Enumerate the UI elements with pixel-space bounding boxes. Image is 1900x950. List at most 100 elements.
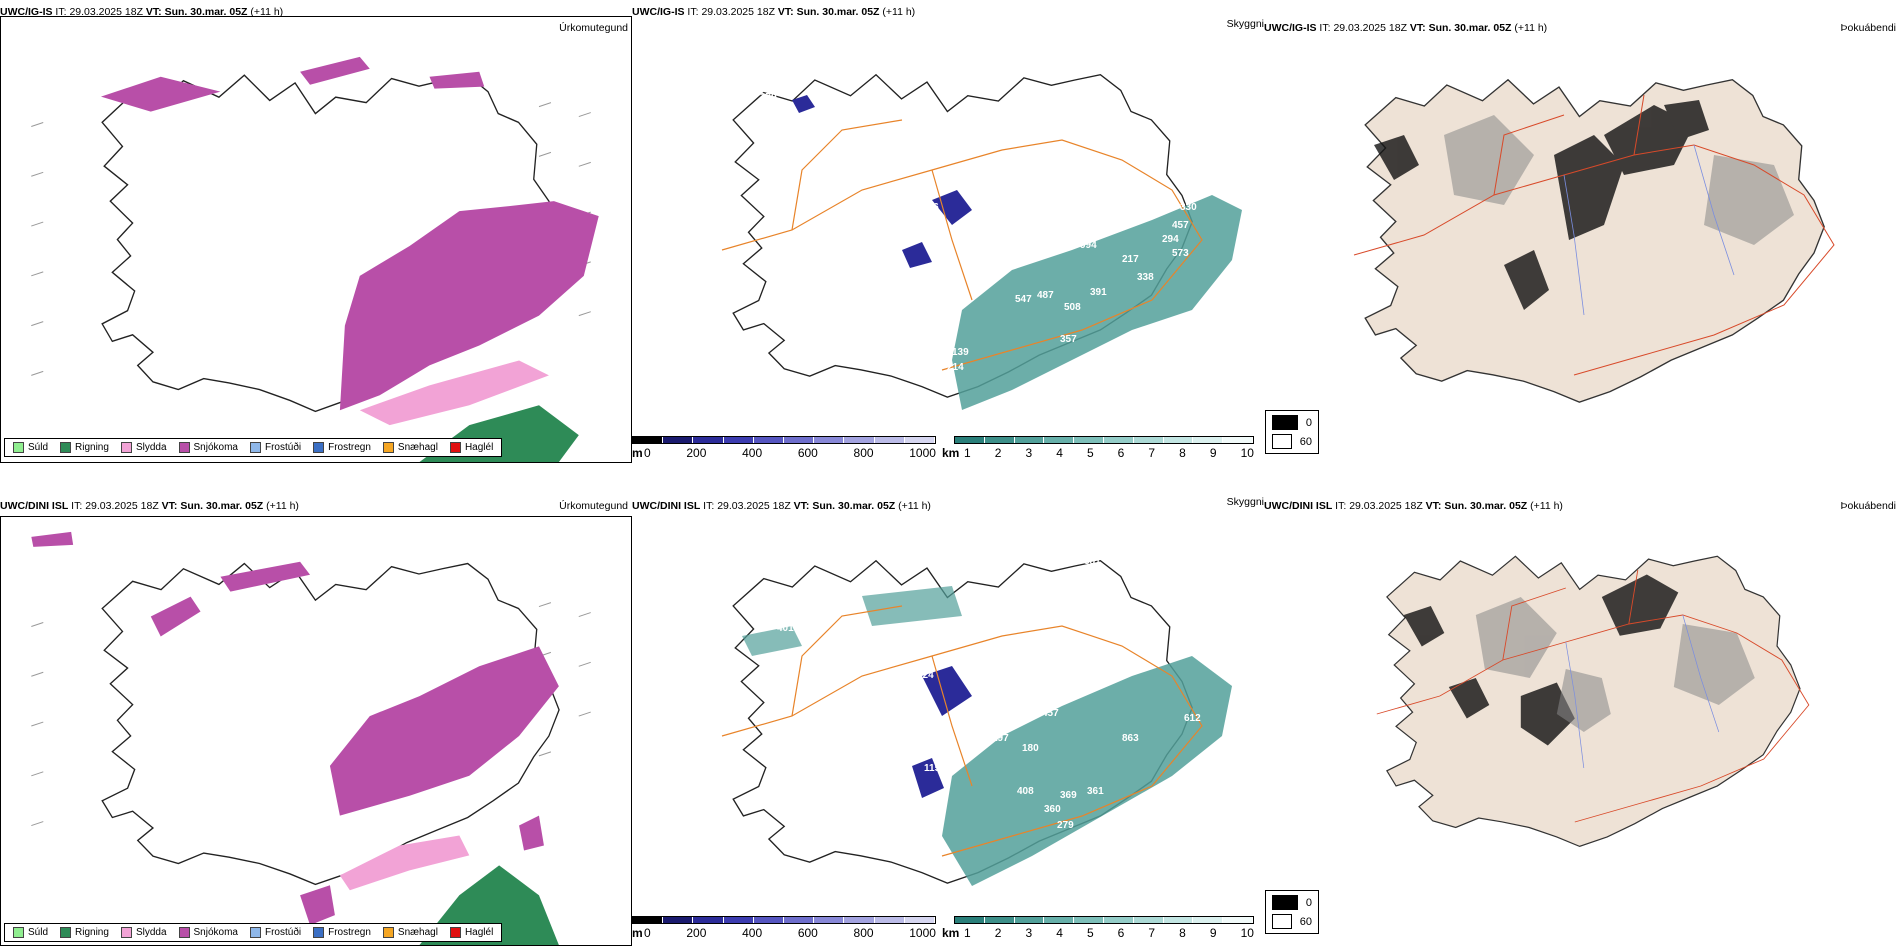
legend-item-snow-pellets: Snæhagl [382,927,438,938]
fog-index-legend: 0 60 [1265,890,1319,934]
legend-item-rain: Rigning [60,927,109,938]
svg-text:612: 612 [1184,713,1201,724]
fog-index-map [1376,555,1810,848]
svg-text:214: 214 [947,362,964,373]
svg-text:294: 294 [1162,234,1179,245]
fog-index-panel-dini: UWC/DINI ISL IT: 29.03.2025 18Z VT: Sun.… [1264,478,1900,878]
legend-item-sleet: Slydda [120,442,167,453]
svg-text:180: 180 [1022,743,1039,754]
svg-text:547: 547 [1015,294,1032,305]
fog-gray-areas [1475,597,1755,732]
fog-roads [1376,569,1810,823]
ceiling-unit: m [632,446,643,460]
fog-rivers [1563,144,1735,316]
svg-text:197: 197 [992,733,1009,744]
legend-item-freezing-drizzle: Frostúði [249,927,301,938]
svg-text:217: 217 [1122,254,1139,265]
snow-area [339,201,599,411]
visibility-colorbar [954,436,1254,444]
legend-item-drizzle: Súld [13,442,48,453]
low-ceiling-patches [912,666,972,798]
precip-legend: Súld Rigning Slydda Snjókoma Frostúði Fr… [4,438,503,457]
field-title: Skyggni [1226,18,1264,30]
svg-text:99: 99 [958,182,970,193]
legend-item-freezing-rain: Frostregn [313,442,371,453]
svg-text:140: 140 [972,703,989,714]
field-title: Skyggni [1226,496,1264,508]
visibility-ticks: 1 2 3 4 5 6 7 8 9 10 [964,926,1254,940]
svg-text:330: 330 [1180,202,1197,213]
low-visibility-north [742,586,962,656]
svg-text:408: 408 [1017,786,1034,797]
svg-text:148: 148 [972,222,989,233]
field-title: Úrkomutegund [559,500,628,512]
svg-text:994: 994 [1080,240,1097,251]
svg-text:195: 195 [1080,87,1097,98]
legend-item-snow-pellets: Snæhagl [382,442,438,453]
visibility-unit: km [942,926,960,940]
precip-type-panel-ig: UWC/IG-IS IT: 29.03.2025 18Z VT: Sun. 30… [0,0,632,465]
visibility-labels: 401 581 279 124 138 140 197 180 457 863 … [777,556,1201,851]
svg-text:153: 153 [920,294,937,305]
svg-text:581: 581 [1084,556,1101,567]
svg-text:508: 508 [1064,302,1081,313]
precip-type-map [0,16,632,463]
legend-item-sleet: Slydda [120,927,167,938]
fog-rivers [1565,614,1720,769]
precip-type-panel-dini: UWC/DINI ISL IT: 29.03.2025 18Z VT: Sun.… [0,478,632,950]
svg-text:124: 124 [917,670,934,681]
svg-text:279: 279 [1127,578,1144,589]
precip-type-map [0,516,632,946]
svg-text:138: 138 [962,663,979,674]
ceiling-colorbar [632,436,936,444]
visibility-map: 179 195 152 99 126 148 330 457 294 573 9… [721,74,1242,410]
fog-index-panel-ig: UWC/IG-IS IT: 29.03.2025 18Z VT: Sun. 30… [1264,0,1900,465]
field-title: Úrkomutegund [559,22,628,34]
fog-roads [1353,94,1835,376]
ceiling-ticks: 0 200 400 600 800 1000 [644,926,936,940]
panel-header: UWC/DINI ISL IT: 29.03.2025 18Z VT: Sun.… [0,500,299,512]
legend-item-drizzle: Súld [13,927,48,938]
visibility-panel-ig: UWC/IG-IS IT: 29.03.2025 18Z VT: Sun. 30… [632,0,1264,465]
visibility-labels: 179 195 152 99 126 148 330 457 294 573 9… [760,87,1197,373]
field-title: Þokuábendi [1840,22,1896,34]
panel-header: UWC/IG-IS IT: 29.03.2025 18Z VT: Sun. 30… [632,6,916,18]
visibility-colorbar [954,916,1254,924]
svg-text:152: 152 [1127,117,1144,128]
panel-header: UWC/DINI ISL IT: 29.03.2025 18Z VT: Sun.… [632,500,931,512]
legend-item-snow: Snjókoma [178,442,238,453]
svg-text:120: 120 [922,748,939,759]
svg-text:126: 126 [922,202,939,213]
svg-text:360: 360 [1044,804,1061,815]
sleet-area [339,835,470,891]
panel-header: UWC/DINI ISL IT: 29.03.2025 18Z VT: Sun.… [1264,500,1563,512]
field-title: Þokuábendi [1840,500,1896,512]
snow-streak-north [100,56,485,112]
legend-item-rain: Rigning [60,442,109,453]
wind-barbs [31,602,591,827]
visibility-unit: km [942,446,960,460]
low-visibility-area [942,656,1232,886]
precip-legend: Súld Rigning Slydda Snjókoma Frostúði Fr… [4,923,503,942]
panel-header: UWC/IG-IS IT: 29.03.2025 18Z VT: Sun. 30… [0,6,284,18]
legend-item-freezing-rain: Frostregn [313,927,371,938]
sleet-area [359,360,549,426]
svg-text:338: 338 [1137,272,1154,283]
legend-item-hail: Haglél [449,442,493,453]
fog-index-legend: 0 60 [1265,410,1319,454]
roads [721,605,1203,857]
visibility-map: 401 581 279 124 138 140 197 180 457 863 … [721,556,1232,886]
low-visibility-area [952,195,1242,410]
svg-text:391: 391 [1090,287,1107,298]
panel-header: UWC/IG-IS IT: 29.03.2025 18Z VT: Sun. 30… [1264,22,1548,34]
snow-area [329,646,559,816]
svg-text:357: 357 [1060,334,1077,345]
snow-area-south [300,815,544,926]
svg-text:361: 361 [1087,786,1104,797]
svg-text:179: 179 [760,92,777,103]
legend-item-snow: Snjókoma [178,927,238,938]
visibility-panel-dini: UWC/DINI ISL IT: 29.03.2025 18Z VT: Sun.… [632,478,1264,950]
visibility-ticks: 1 2 3 4 5 6 7 8 9 10 [964,446,1254,460]
svg-text:863: 863 [1122,733,1139,744]
svg-text:401: 401 [777,623,794,634]
